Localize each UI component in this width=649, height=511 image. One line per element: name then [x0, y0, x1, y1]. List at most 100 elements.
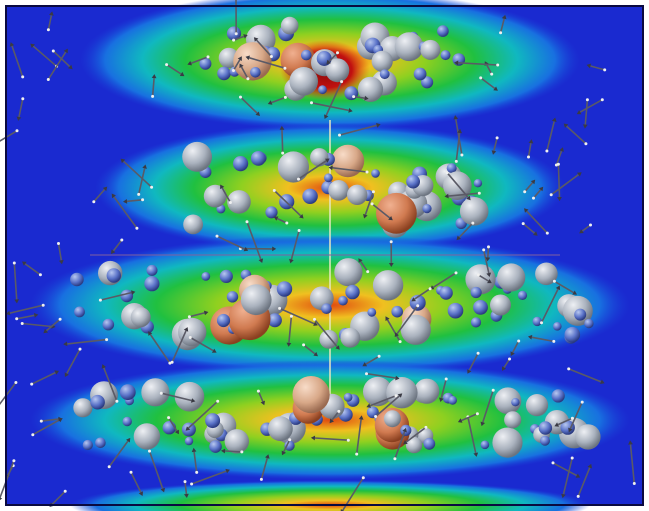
vector-tail — [207, 55, 210, 58]
vector-tail — [137, 193, 140, 196]
vector-tail — [584, 142, 587, 145]
particle — [481, 441, 490, 450]
vector-tail — [79, 348, 82, 351]
vector-tail — [229, 201, 232, 204]
vector-tail — [21, 97, 24, 100]
particle — [372, 51, 393, 72]
vector-tail — [195, 471, 198, 474]
vector-tail — [151, 95, 154, 98]
particle — [90, 395, 105, 410]
vector-tail — [492, 389, 495, 392]
vector-tail — [59, 318, 62, 321]
vector-tail — [15, 317, 18, 320]
vector-tail — [336, 51, 339, 54]
particle — [376, 193, 417, 234]
vector-tail — [479, 76, 482, 79]
vector-tail — [487, 245, 490, 248]
particle — [141, 378, 169, 406]
vector-tail — [47, 78, 50, 81]
vector-tail — [581, 401, 584, 404]
vector-tail — [477, 352, 480, 355]
vector-tail — [150, 186, 153, 189]
particle — [131, 307, 151, 327]
vector-tail — [340, 80, 343, 83]
simulation-render — [0, 0, 649, 511]
vector-tail — [313, 318, 316, 321]
particle — [318, 85, 327, 94]
vector-tail — [478, 192, 481, 195]
vector-tail — [171, 361, 174, 364]
vector-tail — [92, 200, 95, 203]
vector-tail — [352, 95, 355, 98]
particle — [289, 67, 318, 96]
particle — [301, 50, 312, 61]
particle — [268, 416, 293, 441]
particle — [367, 308, 376, 317]
vector-tail — [52, 50, 55, 53]
particle — [380, 69, 390, 79]
vector-tail — [21, 75, 24, 78]
vector-tail — [167, 416, 170, 419]
particle — [183, 215, 203, 235]
particle — [391, 306, 403, 318]
particle — [134, 423, 160, 449]
vector-tail — [284, 96, 287, 99]
vector-tail — [285, 222, 288, 225]
vector-tail — [455, 271, 458, 274]
particle — [121, 290, 134, 303]
particle — [345, 285, 359, 299]
vector-tail — [429, 287, 432, 290]
vector-tail — [283, 67, 286, 70]
vector — [488, 247, 489, 258]
particle — [453, 53, 466, 66]
vector-tail — [108, 465, 111, 468]
vector-tail — [522, 222, 525, 225]
vector — [225, 451, 242, 452]
vector-tail — [374, 415, 377, 418]
particle — [220, 270, 233, 283]
vector-tail — [523, 190, 526, 193]
particle — [340, 328, 360, 348]
vector-tail — [571, 457, 574, 460]
vector-tail — [499, 31, 502, 34]
particle — [565, 327, 581, 343]
particle — [471, 317, 481, 327]
particle — [473, 300, 488, 315]
particle — [344, 393, 353, 402]
vector-tail — [371, 202, 374, 205]
vector-tail — [288, 438, 291, 441]
vector-tail — [39, 273, 42, 276]
particle — [439, 286, 452, 299]
vector-tail — [532, 197, 535, 200]
vector-tail — [527, 156, 530, 159]
particle — [120, 384, 136, 400]
vector-tail — [347, 439, 350, 442]
vector-tail — [290, 315, 293, 318]
particle — [83, 440, 93, 450]
vector-tail — [120, 239, 123, 242]
vector-tail — [550, 193, 553, 196]
particle — [373, 270, 403, 300]
vector-tail — [552, 340, 555, 343]
particle — [347, 185, 367, 205]
vector-tail — [477, 273, 480, 276]
vector-tail — [445, 378, 448, 381]
vector-tail — [589, 224, 592, 227]
vector-tail — [603, 68, 606, 71]
vector-tail — [424, 426, 427, 429]
vector-tail — [496, 136, 499, 139]
vector-tail — [148, 450, 151, 453]
vector-tail — [390, 240, 393, 243]
particle — [338, 296, 348, 306]
particle — [448, 303, 464, 319]
vector-tail — [105, 338, 108, 341]
particle — [584, 319, 593, 328]
vector — [558, 164, 559, 197]
particle — [251, 151, 266, 166]
vector-tail — [577, 495, 580, 498]
particle — [293, 376, 330, 413]
particle — [310, 148, 328, 166]
particle — [144, 276, 159, 291]
vector-tail — [633, 482, 636, 485]
vector-tail — [14, 381, 17, 384]
